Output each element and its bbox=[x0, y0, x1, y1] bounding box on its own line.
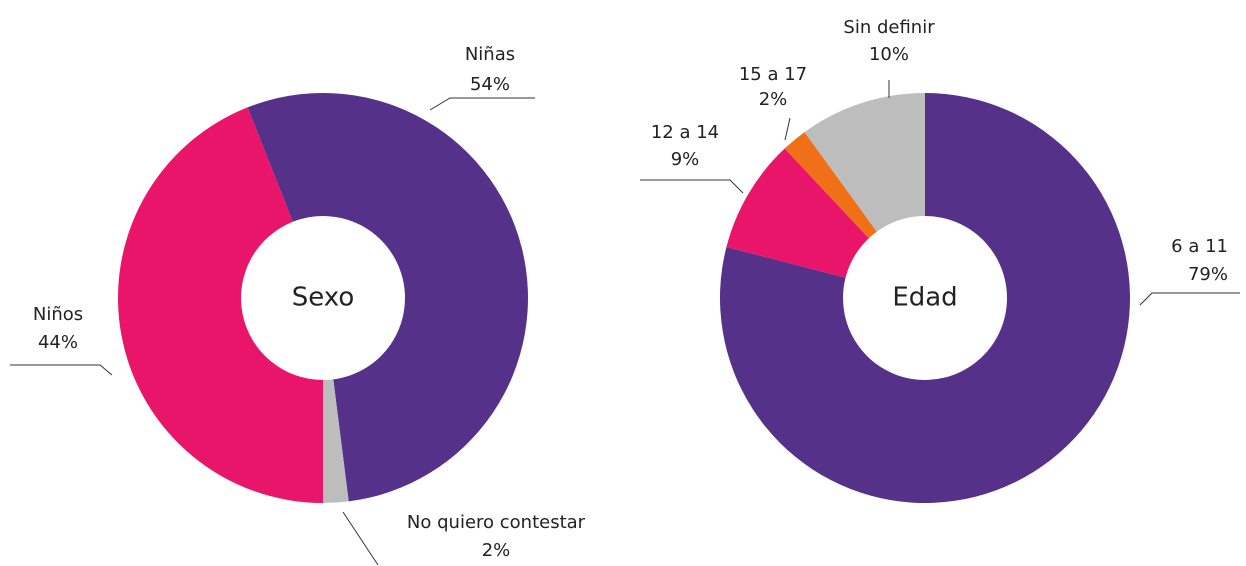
slice-label: No quiero contestar bbox=[407, 512, 586, 533]
slice bbox=[784, 132, 877, 239]
slice-label: 15 a 17 bbox=[739, 64, 807, 85]
slice-label: Niñas bbox=[465, 44, 515, 65]
slice-value: 79% bbox=[1188, 264, 1228, 285]
slice-label: Niños bbox=[33, 304, 83, 325]
slice bbox=[726, 148, 869, 278]
slice-value: 10% bbox=[869, 44, 909, 65]
leader-line bbox=[429, 97, 535, 111]
center-label: Edad bbox=[892, 283, 957, 313]
slice-label: Sin definir bbox=[843, 17, 935, 38]
leader-line bbox=[784, 117, 791, 141]
slice bbox=[117, 107, 324, 504]
leader-line bbox=[342, 511, 379, 566]
leader-line bbox=[640, 179, 744, 194]
slice bbox=[247, 92, 529, 502]
slice-label: 6 a 11 bbox=[1171, 236, 1228, 257]
slice-value: 2% bbox=[759, 89, 788, 110]
slice bbox=[323, 379, 349, 503]
leader-line bbox=[1139, 292, 1240, 306]
center-label: Sexo bbox=[292, 283, 355, 313]
leader-line bbox=[10, 364, 113, 376]
slice-value: 44% bbox=[38, 332, 78, 353]
slice-label: 12 a 14 bbox=[651, 122, 719, 143]
slice-value: 9% bbox=[671, 149, 700, 170]
slice bbox=[804, 93, 925, 232]
slice-value: 54% bbox=[470, 74, 510, 95]
slice bbox=[719, 93, 1130, 503]
slice-value: 2% bbox=[482, 540, 511, 561]
